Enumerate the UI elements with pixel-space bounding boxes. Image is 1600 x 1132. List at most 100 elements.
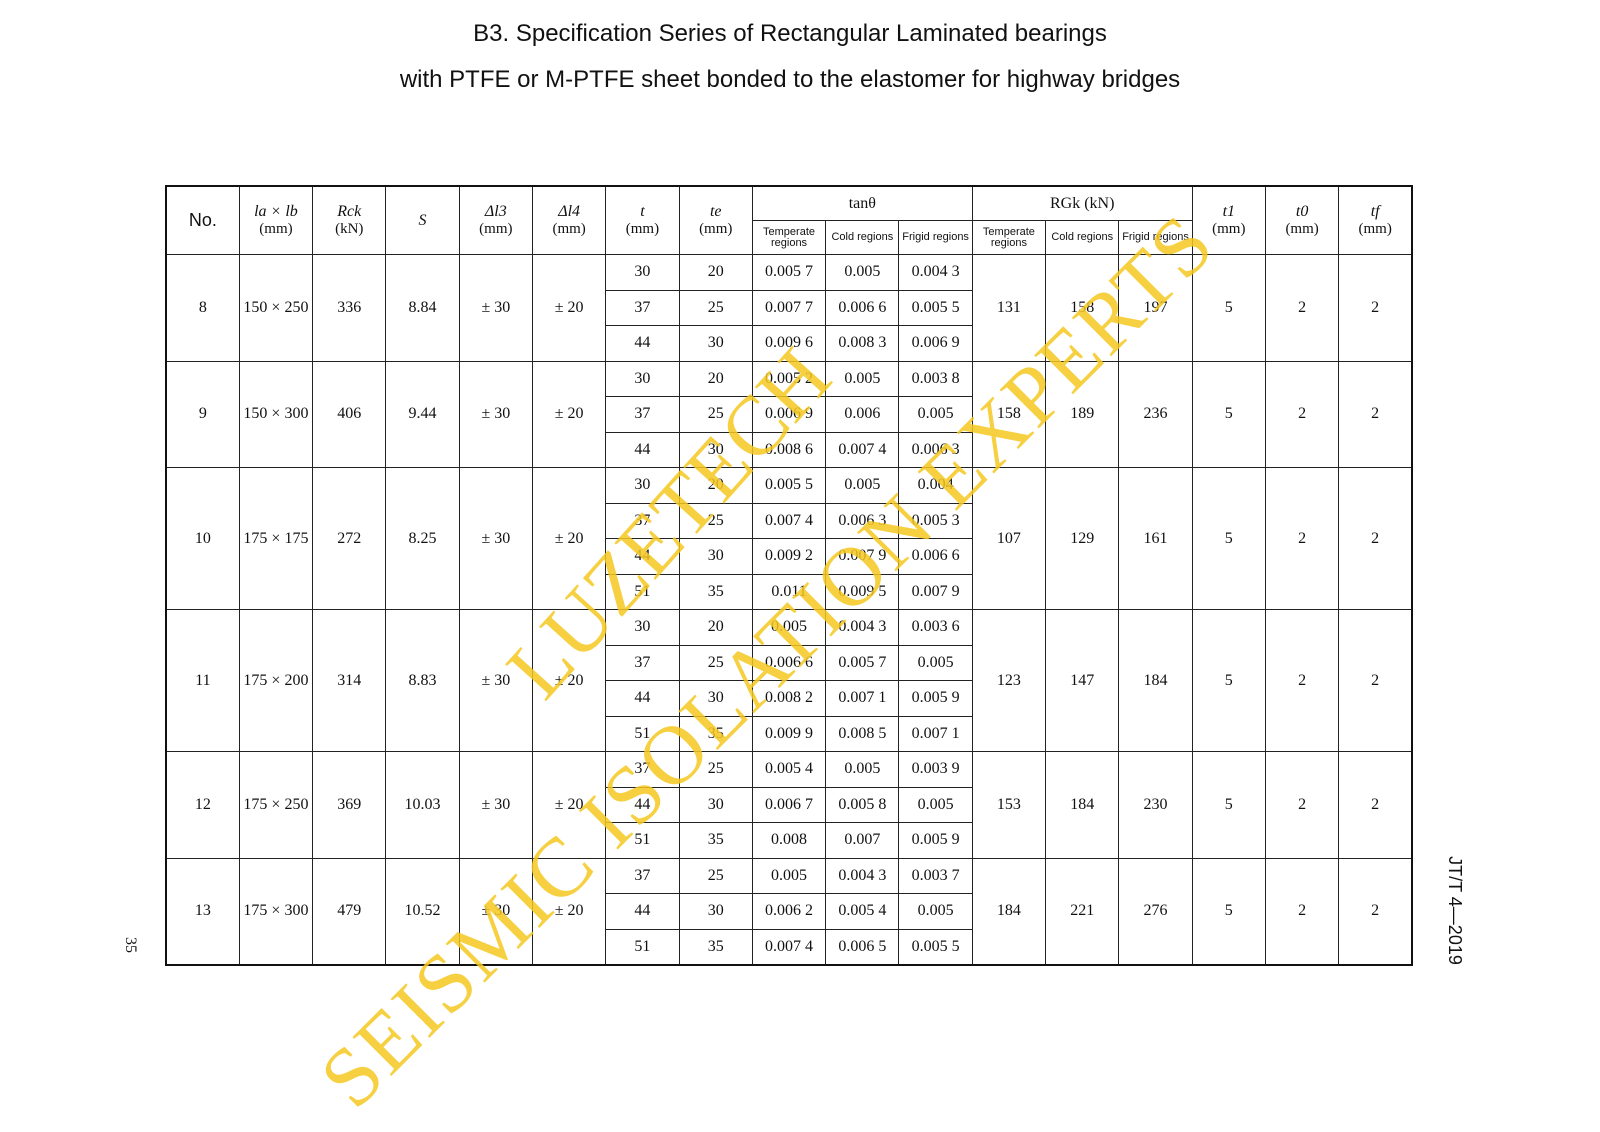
cell-tan-frigid: 0.005 5: [898, 289, 973, 326]
cell-te: 20: [678, 609, 753, 646]
cell-tan-temperate: 0.006 2: [751, 893, 827, 930]
cell-t: 37: [605, 644, 680, 681]
cell-t: 44: [605, 431, 680, 468]
header-dims: la × lb (mm): [238, 185, 314, 255]
cell-dl3: ± 30: [458, 254, 533, 362]
cell-rgk-temperate: 131: [971, 254, 1047, 362]
cell-tan-temperate: 0.006 6: [751, 644, 827, 681]
cell-tan-cold: 0.005: [825, 467, 900, 504]
cell-rgk-frigid: 276: [1118, 857, 1193, 966]
header-tf: tf (mm): [1338, 185, 1413, 255]
cell-t1: 5: [1191, 254, 1266, 362]
table-row: 11 175 × 200 314 8.83 ± 30 ± 20 30 20 0.005 0.004…: [165, 609, 1413, 752]
cell-rgk-temperate: 123: [971, 609, 1047, 752]
cell-dl4: ± 20: [531, 609, 607, 752]
cell-dims: 175 × 300: [238, 857, 314, 966]
cell-rck: 314: [312, 609, 387, 752]
cell-tan-cold: 0.005: [825, 360, 900, 397]
cell-tan-cold: 0.006: [825, 396, 900, 433]
cell-tan-frigid: 0.005 3: [898, 502, 973, 539]
cell-rck: 272: [312, 467, 387, 610]
cell-t: 30: [605, 360, 680, 397]
cell-rgk-temperate: 107: [971, 467, 1047, 610]
cell-tan-cold: 0.004 3: [825, 857, 900, 894]
cell-t1: 5: [1191, 467, 1266, 610]
table-row: 37 25 0.007 4 0.006 3 0.005 3: [166, 502, 1412, 539]
cell-s: 8.25: [385, 467, 460, 610]
cell-tf: 2: [1338, 609, 1413, 752]
cell-tan-cold: 0.007 1: [825, 680, 900, 717]
cell-tan-frigid: 0.005: [898, 893, 973, 930]
cell-dl3: ± 30: [458, 609, 533, 752]
cell-tan-cold: 0.009 5: [825, 573, 900, 610]
cell-tf: 2: [1338, 254, 1413, 362]
cell-t0: 2: [1264, 609, 1340, 752]
table-row: 51 35 0.007 4 0.006 5 0.005 5: [166, 928, 1412, 966]
cell-dl4: ± 20: [531, 467, 607, 610]
cell-tan-cold: 0.004 3: [825, 609, 900, 646]
table-row: 44 30 0.008 6 0.007 4 0.006 3: [166, 431, 1412, 468]
cell-te: 25: [678, 644, 753, 681]
cell-tan-temperate: 0.006 7: [751, 786, 827, 823]
cell-te: 35: [678, 822, 753, 859]
cell-t0: 2: [1264, 254, 1340, 362]
cell-dl3: ± 30: [458, 751, 533, 859]
cell-t: 44: [605, 786, 680, 823]
cell-tan-frigid: 0.003 7: [898, 857, 973, 894]
cell-tf: 2: [1338, 751, 1413, 859]
cell-tan-temperate: 0.005 2: [751, 360, 827, 397]
cell-tan-frigid: 0.003 9: [898, 751, 973, 788]
cell-rgk-frigid: 184: [1118, 609, 1193, 752]
cell-te: 35: [678, 715, 753, 752]
cell-tan-temperate: 0.005 4: [751, 751, 827, 788]
cell-tan-temperate: 0.006 9: [751, 396, 827, 433]
cell-tan-temperate: 0.005 7: [751, 254, 827, 291]
cell-tan-frigid: 0.003 6: [898, 609, 973, 646]
cell-s: 8.83: [385, 609, 460, 752]
cell-tan-frigid: 0.003 8: [898, 360, 973, 397]
header-rck: Rck (kN): [312, 185, 387, 255]
cell-rgk-cold: 158: [1045, 254, 1120, 362]
cell-t: 37: [605, 396, 680, 433]
cell-t: 51: [605, 822, 680, 859]
header-tan-temperate: Temperate regions: [751, 220, 827, 255]
table-row: 37 25 0.006 9 0.006 0.005: [166, 396, 1412, 433]
table-row: 9 150 × 300 406 9.44 ± 30 ± 20 30 20 0.005 2 0.00…: [165, 360, 1413, 468]
cell-t: 51: [605, 928, 680, 966]
cell-tan-temperate: 0.005: [751, 609, 827, 646]
table-row: 51 35 0.009 9 0.008 5 0.007 1: [166, 715, 1412, 752]
cell-tan-cold: 0.006 5: [825, 928, 900, 966]
cell-t: 51: [605, 573, 680, 610]
cell-t1: 5: [1191, 751, 1266, 859]
cell-te: 30: [678, 431, 753, 468]
cell-rgk-temperate: 184: [971, 857, 1047, 966]
cell-dims: 175 × 250: [238, 751, 314, 859]
cell-te: 30: [678, 538, 753, 575]
table-body: 8 150 × 250 336 8.84 ± 30 ± 20 30 20 0.005 7 0.00…: [165, 254, 1413, 966]
cell-t: 44: [605, 680, 680, 717]
cell-t: 37: [605, 751, 680, 788]
cell-tan-temperate: 0.008: [751, 822, 827, 859]
cell-te: 25: [678, 396, 753, 433]
header-rgk: RGk (kN): [971, 185, 1193, 221]
table-row: 8 150 × 250 336 8.84 ± 30 ± 20 30 20 0.005 7 0.00…: [165, 254, 1413, 362]
cell-no: 10: [165, 467, 240, 610]
bearing-spec-table: No. la × lb (mm) Rck (kN) S Δl3 (mm) Δl4 (mm…: [165, 185, 1414, 966]
table-row: 44 30 0.006 2 0.005 4 0.005: [166, 893, 1412, 930]
cell-t1: 5: [1191, 609, 1266, 752]
table-row: 13 175 × 300 479 10.52 ± 30 ± 20 37 25 0.005 0.00…: [165, 857, 1413, 966]
cell-tan-temperate: 0.008 2: [751, 680, 827, 717]
cell-tan-temperate: 0.007 4: [751, 502, 827, 539]
cell-tf: 2: [1338, 360, 1413, 468]
header-t: t (mm): [605, 185, 680, 255]
cell-tan-temperate: 0.009 6: [751, 325, 827, 362]
cell-t: 30: [605, 609, 680, 646]
cell-t: 44: [605, 325, 680, 362]
cell-tan-frigid: 0.004 3: [898, 254, 973, 291]
header-tan-frigid: Frigid regions: [898, 220, 973, 255]
cell-dl3: ± 30: [458, 467, 533, 610]
cell-rgk-frigid: 236: [1118, 360, 1193, 468]
header-te: te (mm): [678, 185, 753, 255]
cell-te: 25: [678, 502, 753, 539]
cell-tan-cold: 0.006 6: [825, 289, 900, 326]
